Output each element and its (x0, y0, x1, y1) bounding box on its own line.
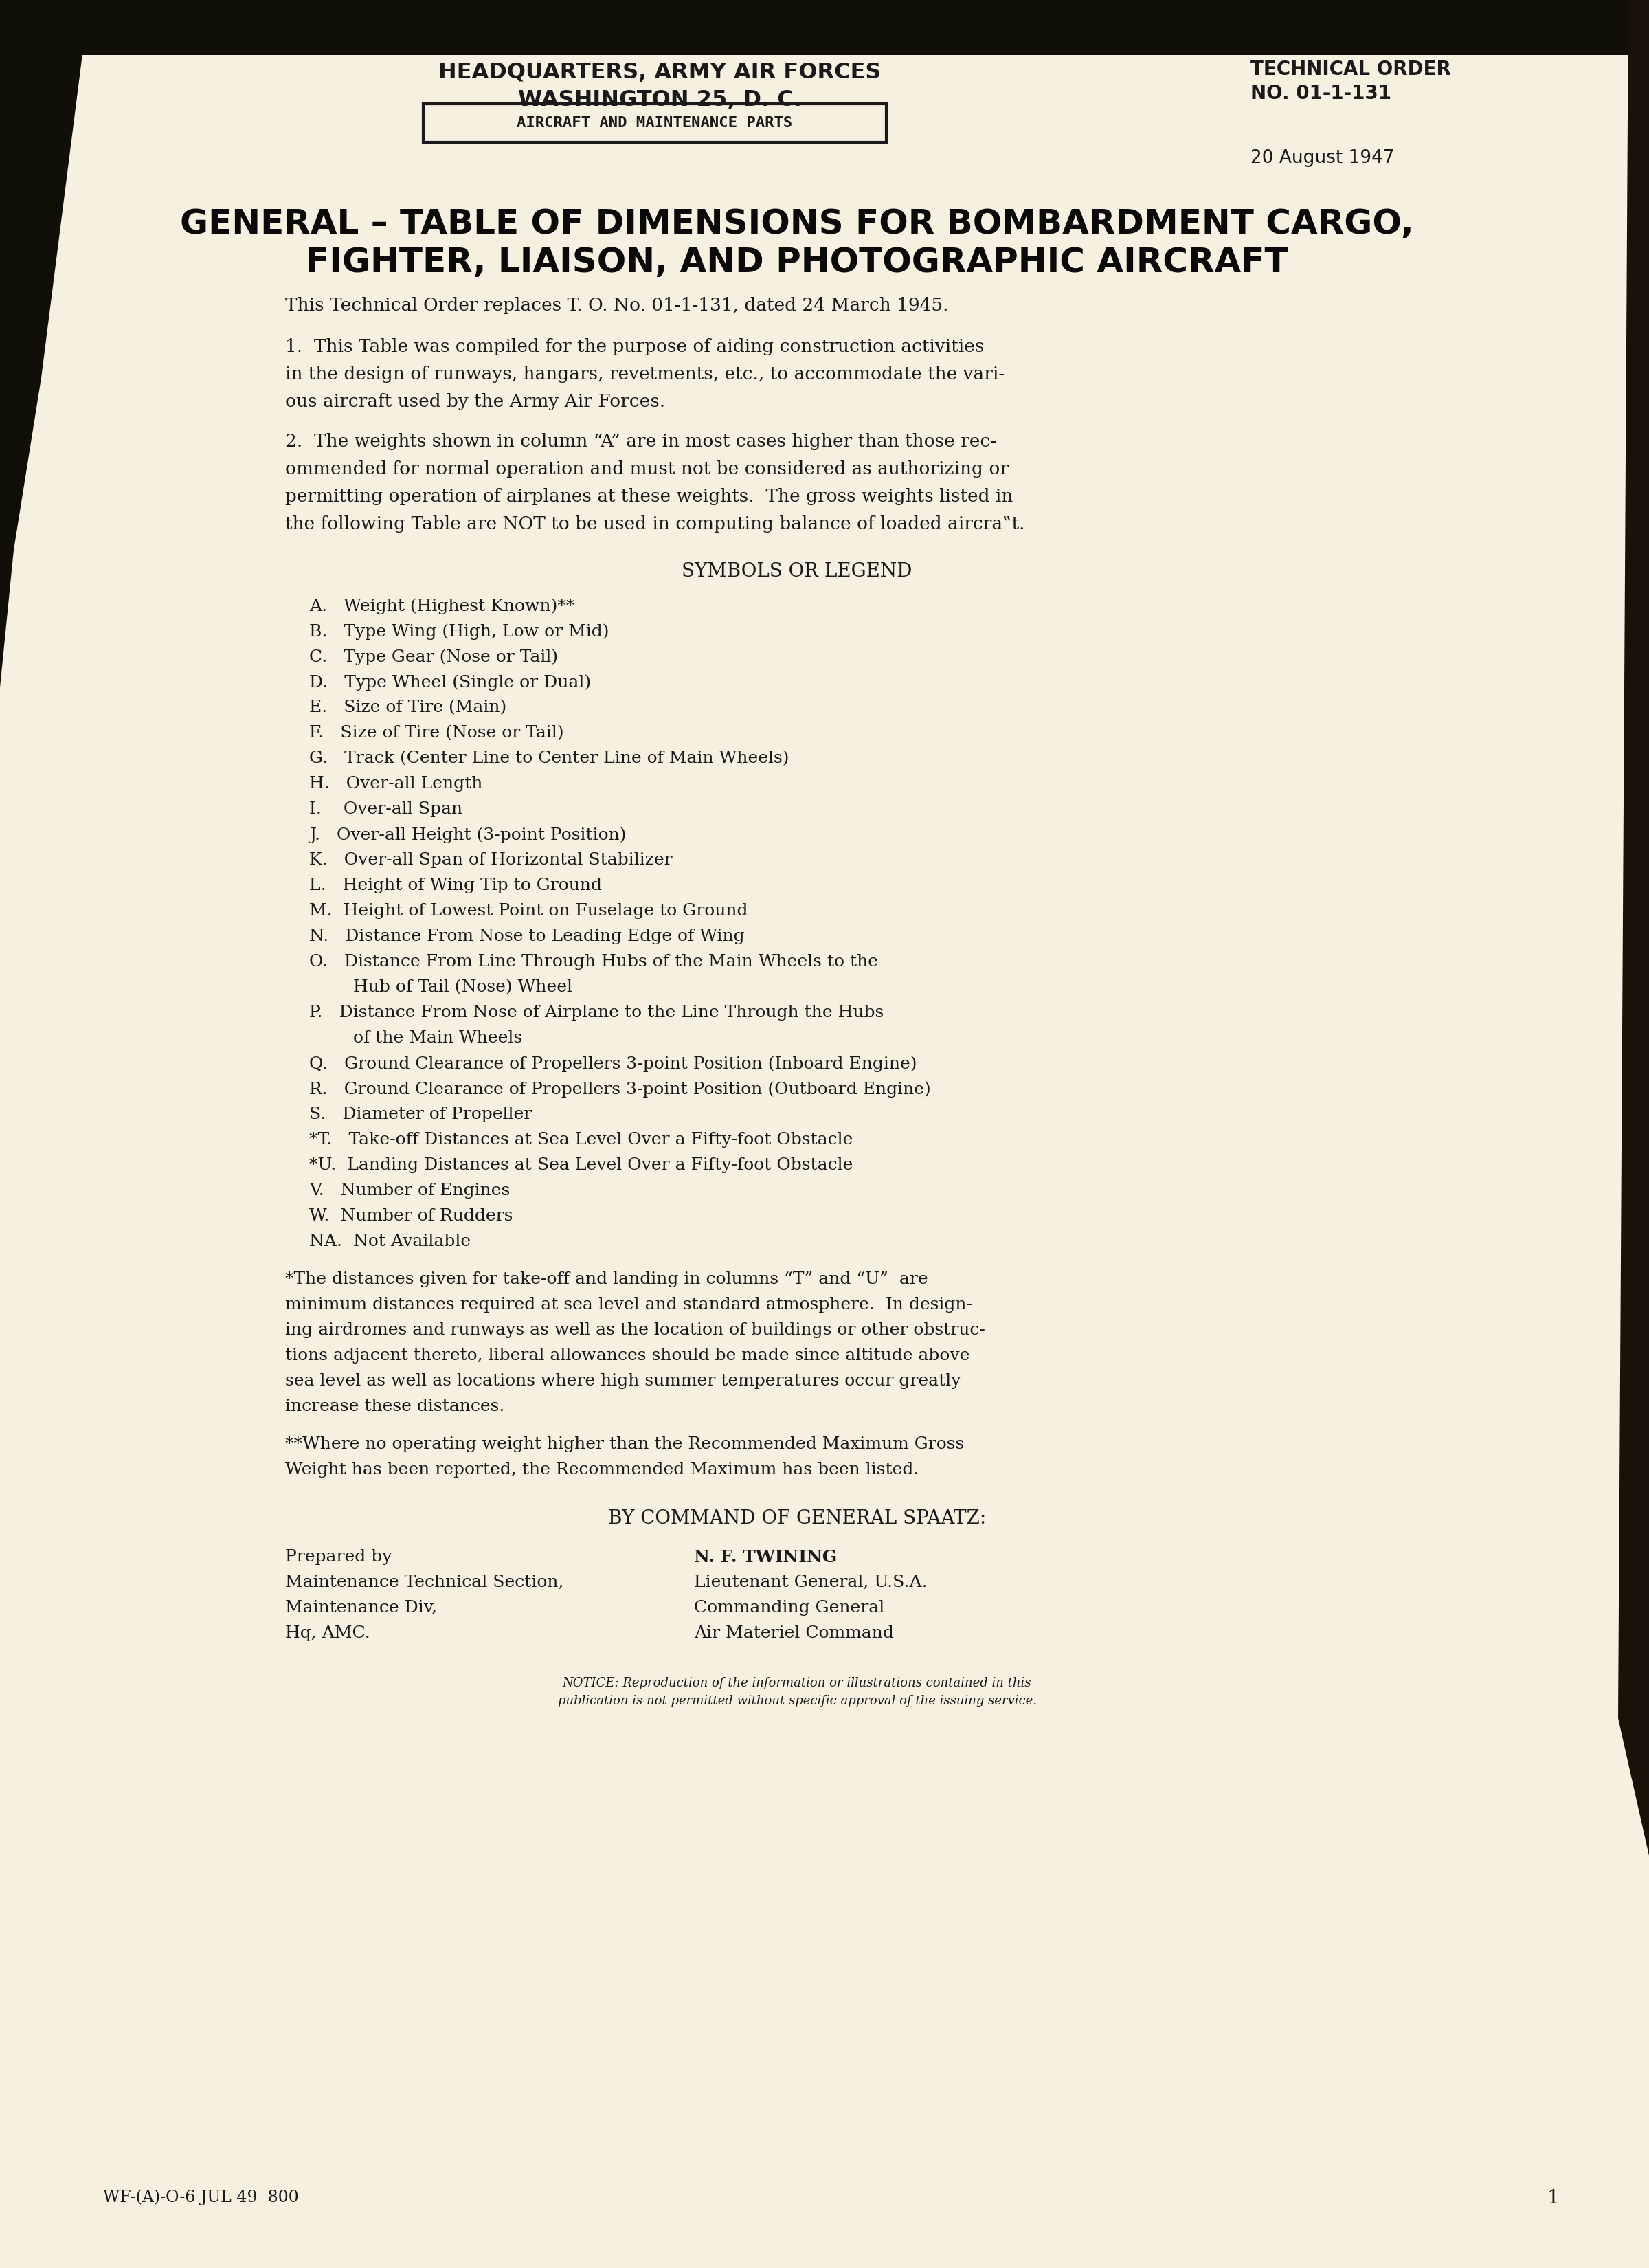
Text: the following Table are NOT to be used in computing balance of loaded aircra‟t.: the following Table are NOT to be used i… (285, 515, 1024, 533)
Text: 2.  The weights shown in column “A” are in most cases higher than those rec-: 2. The weights shown in column “A” are i… (285, 433, 996, 449)
Text: NOTICE: Reproduction of the information or illustrations contained in this: NOTICE: Reproduction of the information … (562, 1676, 1032, 1690)
Text: D.   Type Wheel (Single or Dual): D. Type Wheel (Single or Dual) (310, 674, 590, 689)
Text: 20 August 1947: 20 August 1947 (1250, 150, 1395, 168)
Polygon shape (0, 0, 89, 687)
Polygon shape (1618, 0, 1649, 1855)
Text: permitting operation of airplanes at these weights.  The gross weights listed in: permitting operation of airplanes at the… (285, 488, 1012, 506)
Text: K.   Over-all Span of Horizontal Stabilizer: K. Over-all Span of Horizontal Stabilize… (310, 853, 673, 869)
Text: Maintenance Technical Section,: Maintenance Technical Section, (285, 1574, 564, 1590)
Text: C.   Type Gear (Nose or Tail): C. Type Gear (Nose or Tail) (310, 649, 557, 665)
Text: 1.  This Table was compiled for the purpose of aiding construction activities: 1. This Table was compiled for the purpo… (285, 338, 984, 356)
Text: A.   Weight (Highest Known)**: A. Weight (Highest Known)** (310, 599, 574, 615)
FancyBboxPatch shape (424, 104, 887, 143)
Text: N.   Distance From Nose to Leading Edge of Wing: N. Distance From Nose to Leading Edge of… (310, 928, 745, 943)
Text: Q.   Ground Clearance of Propellers 3-point Position (Inboard Engine): Q. Ground Clearance of Propellers 3-poin… (310, 1055, 917, 1073)
Text: *U.  Landing Distances at Sea Level Over a Fifty-foot Obstacle: *U. Landing Distances at Sea Level Over … (310, 1157, 853, 1173)
Text: ing airdromes and runways as well as the location of buildings or other obstruc-: ing airdromes and runways as well as the… (285, 1322, 984, 1338)
Text: Prepared by: Prepared by (285, 1549, 392, 1565)
Text: R.   Ground Clearance of Propellers 3-point Position (Outboard Engine): R. Ground Clearance of Propellers 3-poin… (310, 1082, 930, 1098)
Bar (0, 0, 1649, 54)
Text: WASHINGTON 25, D. C.: WASHINGTON 25, D. C. (518, 88, 801, 111)
Text: Hub of Tail (Nose) Wheel: Hub of Tail (Nose) Wheel (310, 980, 572, 996)
Text: increase these distances.: increase these distances. (285, 1399, 505, 1415)
Text: TECHNICAL ORDER: TECHNICAL ORDER (1250, 59, 1451, 79)
Text: W.  Number of Rudders: W. Number of Rudders (310, 1209, 513, 1225)
Text: O.   Distance From Line Through Hubs of the Main Wheels to the: O. Distance From Line Through Hubs of th… (310, 955, 879, 971)
Text: P.   Distance From Nose of Airplane to the Line Through the Hubs: P. Distance From Nose of Airplane to the… (310, 1005, 884, 1021)
Text: in the design of runways, hangars, revetments, etc., to accommodate the vari-: in the design of runways, hangars, revet… (285, 365, 1004, 383)
Text: NA.  Not Available: NA. Not Available (310, 1234, 470, 1250)
Text: Commanding General: Commanding General (694, 1599, 884, 1615)
Text: L.   Height of Wing Tip to Ground: L. Height of Wing Tip to Ground (310, 878, 602, 894)
Text: E.   Size of Tire (Main): E. Size of Tire (Main) (310, 699, 506, 714)
Text: Weight has been reported, the Recommended Maximum has been listed.: Weight has been reported, the Recommende… (285, 1463, 918, 1479)
Text: Hq, AMC.: Hq, AMC. (285, 1626, 369, 1642)
Text: **Where no operating weight higher than the Recommended Maximum Gross: **Where no operating weight higher than … (285, 1436, 965, 1452)
Text: NO. 01-1-131: NO. 01-1-131 (1250, 84, 1392, 102)
Text: publication is not permitted without specific approval of the issuing service.: publication is not permitted without spe… (557, 1694, 1037, 1708)
Text: *The distances given for take-off and landing in columns “T” and “U”  are: *The distances given for take-off and la… (285, 1272, 928, 1288)
Text: Lieutenant General, U.S.A.: Lieutenant General, U.S.A. (694, 1574, 927, 1590)
Text: 1: 1 (1547, 2189, 1558, 2207)
Text: H.   Over-all Length: H. Over-all Length (310, 776, 483, 792)
Text: of the Main Wheels: of the Main Wheels (310, 1030, 523, 1046)
Text: BY COMMAND OF GENERAL SPAATZ:: BY COMMAND OF GENERAL SPAATZ: (608, 1508, 986, 1529)
Text: Maintenance Div,: Maintenance Div, (285, 1599, 437, 1615)
Text: F.   Size of Tire (Nose or Tail): F. Size of Tire (Nose or Tail) (310, 726, 564, 742)
Text: AIRCRAFT AND MAINTENANCE PARTS: AIRCRAFT AND MAINTENANCE PARTS (516, 116, 793, 129)
Text: GENERAL – TABLE OF DIMENSIONS FOR BOMBARDMENT CARGO,: GENERAL – TABLE OF DIMENSIONS FOR BOMBAR… (180, 209, 1413, 240)
Text: SYMBOLS OR LEGEND: SYMBOLS OR LEGEND (681, 562, 912, 581)
Text: sea level as well as locations where high summer temperatures occur greatly: sea level as well as locations where hig… (285, 1372, 961, 1388)
Text: S.   Diameter of Propeller: S. Diameter of Propeller (310, 1107, 533, 1123)
Text: M.  Height of Lowest Point on Fuselage to Ground: M. Height of Lowest Point on Fuselage to… (310, 903, 749, 919)
Text: tions adjacent thereto, liberal allowances should be made since altitude above: tions adjacent thereto, liberal allowanc… (285, 1347, 970, 1363)
Text: V.   Number of Engines: V. Number of Engines (310, 1184, 510, 1198)
Text: *T.   Take-off Distances at Sea Level Over a Fifty-foot Obstacle: *T. Take-off Distances at Sea Level Over… (310, 1132, 853, 1148)
Text: FIGHTER, LIAISON, AND PHOTOGRAPHIC AIRCRAFT: FIGHTER, LIAISON, AND PHOTOGRAPHIC AIRCR… (305, 245, 1288, 279)
Text: WF-(A)-O-6 JUL 49  800: WF-(A)-O-6 JUL 49 800 (102, 2189, 298, 2204)
Text: B.   Type Wing (High, Low or Mid): B. Type Wing (High, Low or Mid) (310, 624, 608, 640)
Text: N. F. TWINING: N. F. TWINING (694, 1549, 838, 1565)
Text: minimum distances required at sea level and standard atmosphere.  In design-: minimum distances required at sea level … (285, 1297, 973, 1313)
Text: G.   Track (Center Line to Center Line of Main Wheels): G. Track (Center Line to Center Line of … (310, 751, 790, 767)
Text: This Technical Order replaces T. O. No. 01-1-131, dated 24 March 1945.: This Technical Order replaces T. O. No. … (285, 297, 948, 313)
Text: ous aircraft used by the Army Air Forces.: ous aircraft used by the Army Air Forces… (285, 392, 665, 411)
Text: I.    Over-all Span: I. Over-all Span (310, 801, 462, 816)
Text: J.   Over-all Height (3-point Position): J. Over-all Height (3-point Position) (310, 828, 627, 844)
Text: ommended for normal operation and must not be considered as authorizing or: ommended for normal operation and must n… (285, 460, 1009, 479)
Text: HEADQUARTERS, ARMY AIR FORCES: HEADQUARTERS, ARMY AIR FORCES (439, 61, 881, 84)
Text: Air Materiel Command: Air Materiel Command (694, 1626, 894, 1642)
